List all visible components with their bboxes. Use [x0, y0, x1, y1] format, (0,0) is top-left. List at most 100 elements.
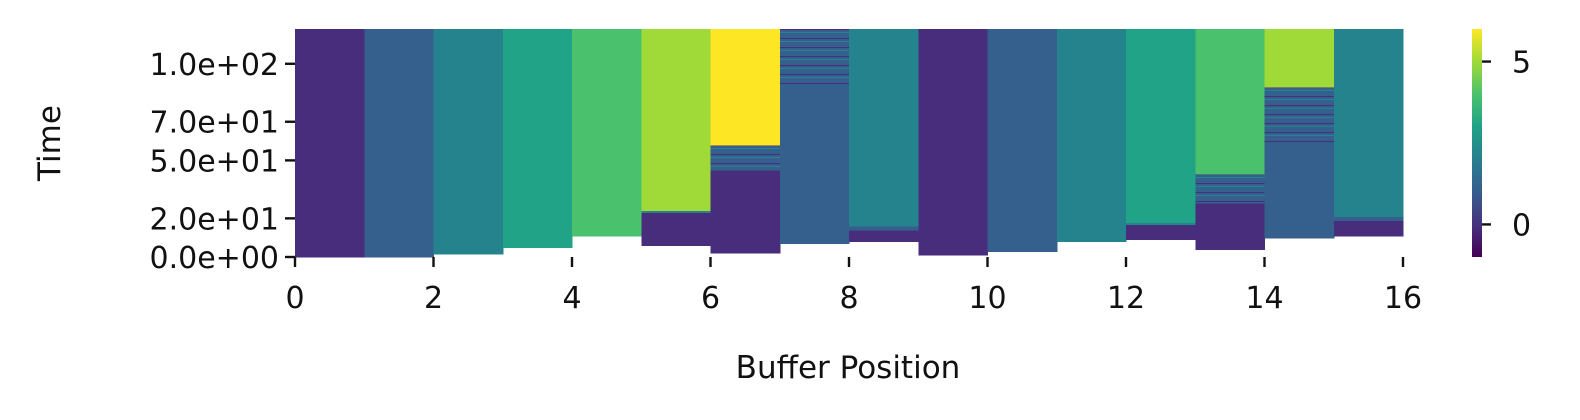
heatmap-stripe	[710, 153, 781, 156]
heatmap-cell	[364, 29, 435, 258]
y-tick-label: 1.0e+02	[150, 48, 279, 83]
heatmap-cell	[572, 29, 642, 237]
y-tick-label: 7.0e+01	[150, 106, 279, 141]
heatmap-stripe	[1195, 197, 1266, 200]
heatmap-stripe	[1264, 101, 1335, 104]
heatmap-cell	[1333, 220, 1404, 237]
heatmap-cell	[433, 29, 504, 255]
heatmap-stripe	[779, 77, 850, 79]
x-tick-label: 2	[424, 281, 443, 316]
y-tick-label: 0.0e+00	[150, 241, 279, 276]
heatmap-stripe	[1264, 98, 1335, 101]
heatmap-stripe	[779, 29, 850, 31]
heatmap-stripe	[779, 65, 850, 67]
heatmap-cell	[641, 210, 712, 214]
heatmap-stripe	[1264, 95, 1335, 98]
heatmap-cell	[295, 29, 365, 258]
heatmap-stripe	[1264, 104, 1335, 107]
heatmap-cell	[641, 29, 712, 212]
heatmap-stripe	[779, 68, 850, 70]
heatmap-stripe	[1264, 137, 1335, 140]
y-axis: 0.0e+00 2.0e+01 5.0e+017.0e+01 1.0e+02	[150, 48, 295, 276]
x-tick-label: 16	[1384, 281, 1422, 316]
heatmap-stripe	[1264, 116, 1335, 119]
heatmap-stripe	[1195, 188, 1266, 191]
heatmap-stripe	[1264, 92, 1335, 95]
x-tick-label: 14	[1245, 281, 1283, 316]
plot-area	[295, 29, 1404, 258]
heatmap-stripe	[1264, 107, 1335, 110]
heatmap-cell	[1126, 29, 1196, 223]
heatmap-cell	[1126, 222, 1196, 225]
heatmap-cell	[1333, 29, 1404, 218]
heatmap-cell	[710, 29, 781, 146]
heatmap-stripe	[779, 44, 850, 46]
heatmap-stripe	[779, 71, 850, 73]
heatmap-stripe	[1195, 191, 1266, 194]
heatmap-stripe	[1264, 125, 1335, 128]
heatmap-stripe	[1264, 131, 1335, 134]
colorbar: 05	[1472, 29, 1531, 257]
heatmap-cell	[1056, 29, 1127, 243]
heatmap-stripe	[710, 150, 781, 153]
heatmap-stripe	[1264, 113, 1335, 116]
heatmap-stripe	[1264, 119, 1335, 122]
heatmap-stripe	[710, 159, 781, 162]
heatmap-stripe	[1195, 182, 1266, 185]
heatmap-stripe	[1264, 140, 1335, 143]
heatmap-cell	[1195, 29, 1266, 175]
heatmap-cell	[502, 29, 573, 248]
heatmap-stripe	[710, 168, 781, 171]
heatmap-stripe	[1264, 128, 1335, 131]
heatmap-stripe	[779, 59, 850, 61]
colorbar-tick-label: 0	[1512, 208, 1531, 243]
heatmap-stripe	[1195, 179, 1266, 182]
y-tick-label: 2.0e+01	[150, 202, 279, 237]
heatmap-stripe	[779, 50, 850, 52]
colorbar-tick-label: 5	[1512, 46, 1531, 81]
x-tick-label: 0	[285, 281, 304, 316]
y-tick-label: 5.0e+01	[150, 144, 279, 179]
heatmap-stripe	[779, 41, 850, 43]
heatmap-stripe	[1264, 122, 1335, 125]
heatmap-stripe	[1195, 176, 1266, 179]
heatmap-stripe	[779, 47, 850, 49]
heatmap-stripe	[1195, 194, 1266, 197]
heatmap-stripe	[779, 74, 850, 76]
heatmap-stripe	[1264, 134, 1335, 137]
heatmap-stripe	[779, 56, 850, 58]
x-tick-label: 12	[1107, 281, 1145, 316]
heatmap-stripe	[1264, 89, 1335, 92]
heatmap-stripe	[779, 53, 850, 55]
heatmap-stripe	[779, 38, 850, 40]
heatmap-cell	[849, 229, 919, 243]
heatmap-stripe	[779, 35, 850, 37]
colorbar-gradient	[1472, 29, 1482, 257]
x-tick-label: 4	[562, 281, 581, 316]
heatmap-stripe	[779, 83, 850, 85]
heatmap-stripe	[779, 32, 850, 34]
heatmap-stripe	[779, 80, 850, 82]
heatmap-stripe	[710, 156, 781, 159]
x-tick-label: 8	[839, 281, 858, 316]
heatmap-cell	[1126, 224, 1196, 241]
heatmap-cell	[710, 170, 781, 254]
heatmap-stripe	[710, 162, 781, 165]
heatmap-cell	[849, 29, 919, 227]
y-axis-label: Time	[32, 105, 68, 182]
heatmap-cell	[1264, 143, 1335, 239]
x-tick-label: 10	[968, 281, 1006, 316]
x-tick-label: 6	[701, 281, 720, 316]
heatmap-stripe	[710, 147, 781, 150]
heatmap-stripe	[1195, 200, 1266, 203]
heatmap-cell	[918, 29, 989, 256]
heatmap-cell	[779, 83, 850, 245]
heatmap-cell	[849, 226, 919, 231]
x-axis: 0 2 4 6 8 10 12 14 16	[285, 257, 1422, 316]
heatmap-cell	[1333, 216, 1404, 221]
heatmap-stripe	[710, 165, 781, 168]
heatmap-cell	[1195, 202, 1266, 250]
heatmap-cell	[641, 212, 712, 247]
x-axis-label: Buffer Position	[736, 350, 961, 386]
